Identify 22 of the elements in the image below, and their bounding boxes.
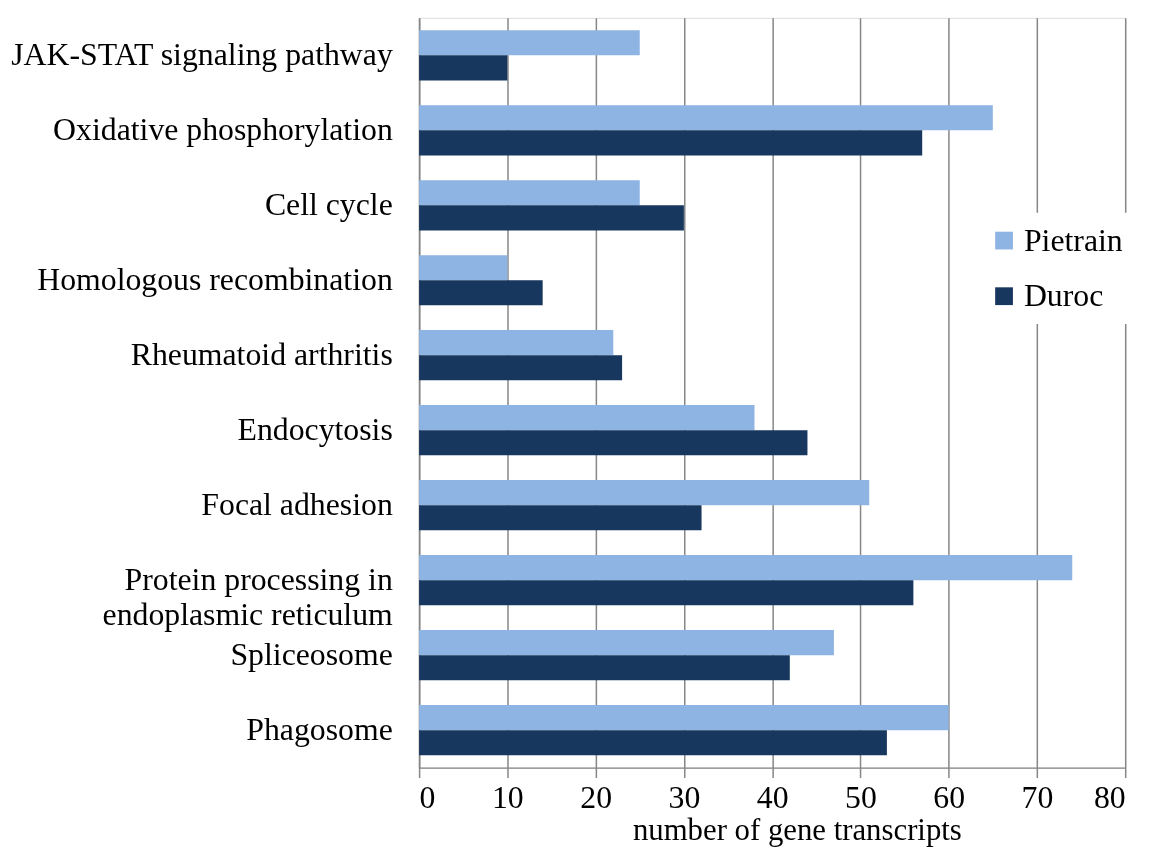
y-tick-label: Rheumatoid arthritis: [130, 337, 393, 373]
x-tick-label: 30: [668, 779, 701, 815]
x-tick-label: 40: [756, 779, 789, 815]
y-tick-label: Oxidative phosphorylation: [53, 112, 393, 148]
x-tick-label: 80: [1093, 779, 1126, 815]
x-tick-label: 60: [933, 779, 966, 815]
y-tick-label: Focal adhesion: [201, 487, 393, 523]
y-tick-label: Spliceosome: [230, 637, 393, 673]
y-tick-label: Homologous recombination: [37, 262, 393, 298]
x-axis-title: number of gene transcripts: [632, 812, 962, 847]
y-tick-label: JAK-STAT signaling pathway: [11, 37, 393, 73]
y-tick-label: Endocytosis: [237, 412, 393, 448]
legend-label: Duroc: [1023, 278, 1104, 314]
y-tick-label: Phagosome: [246, 712, 393, 748]
legend-label: Pietrain: [1023, 222, 1123, 258]
x-tick-label: 20: [580, 779, 612, 815]
x-tick-label: 50: [845, 779, 877, 815]
x-tick-label: 0: [419, 779, 436, 815]
x-tick-label: 70: [1021, 779, 1054, 815]
x-tick-label: 10: [491, 779, 524, 815]
y-tick-label: Cell cycle: [264, 187, 393, 223]
y-tick-label: Protein processing in endoplasmic reticulum: [102, 562, 394, 632]
